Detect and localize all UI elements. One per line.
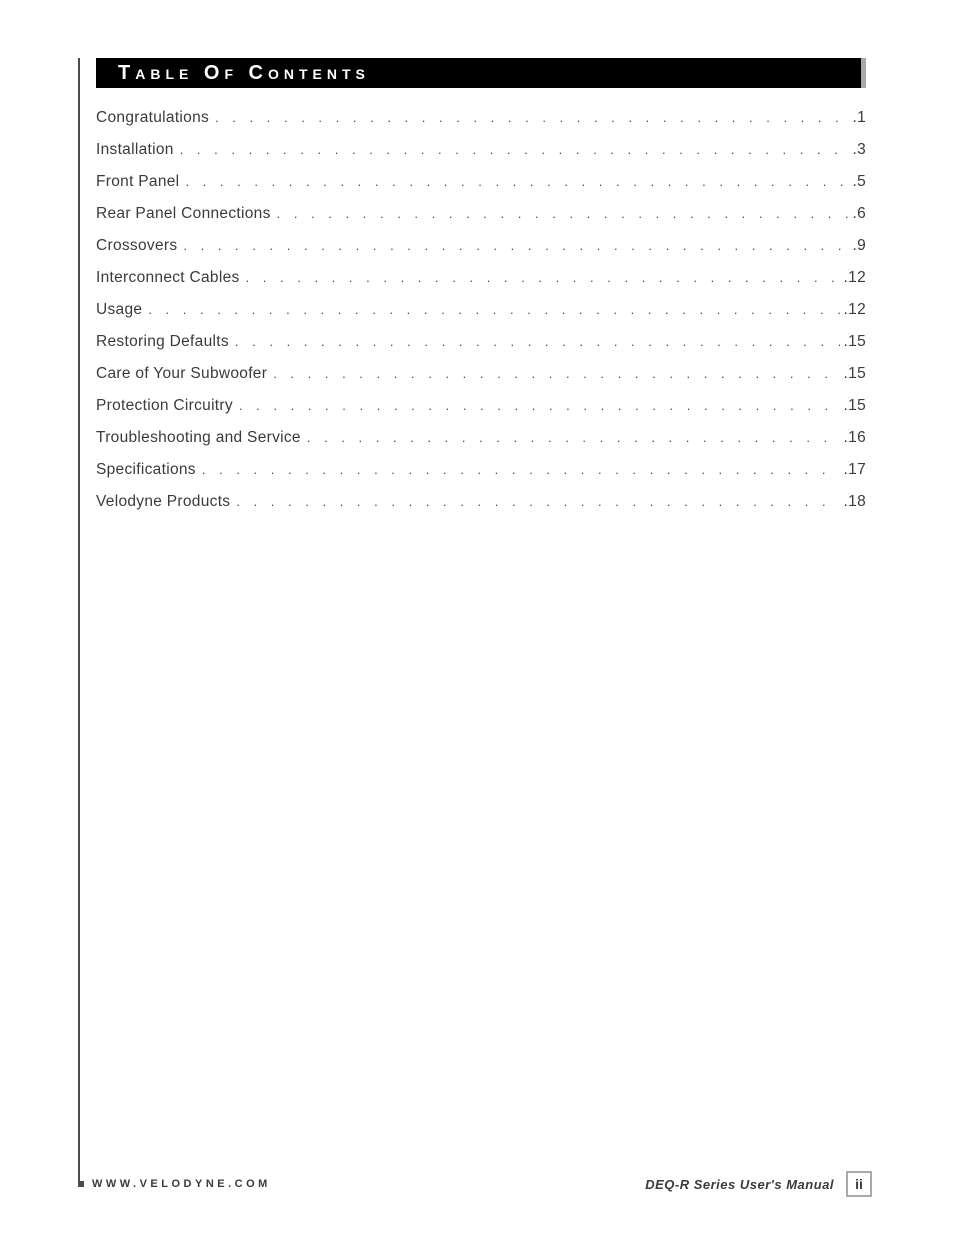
toc-leader-dots: . . . . . . . . . . . . . . . . . . . . … (246, 271, 840, 284)
toc-entry-page: .12 (840, 270, 866, 286)
toc-row: Front Panel. . . . . . . . . . . . . . .… (96, 174, 866, 190)
footer-manual-title: DEQ-R Series User's Manual (645, 1177, 834, 1192)
toc-row: Protection Circuitry. . . . . . . . . . … (96, 398, 866, 414)
toc-entry-page: .17 (840, 462, 866, 478)
toc-header-title: Table of Contents (118, 62, 370, 85)
toc-entry-label: Crossovers (96, 238, 183, 254)
toc-row: Rear Panel Connections. . . . . . . . . … (96, 206, 866, 222)
toc-entry-label: Specifications (96, 462, 202, 478)
toc-leader-dots: . . . . . . . . . . . . . . . . . . . . … (277, 207, 849, 220)
page-number-badge: ii (846, 1171, 872, 1197)
toc-entry-label: Installation (96, 142, 180, 158)
toc-list: Congratulations. . . . . . . . . . . . .… (96, 110, 866, 510)
toc-entry-label: Usage (96, 302, 148, 318)
toc-row: Care of Your Subwoofer. . . . . . . . . … (96, 366, 866, 382)
toc-entry-label: Care of Your Subwoofer (96, 366, 273, 382)
toc-entry-page: .1 (848, 110, 866, 126)
toc-row: Installation. . . . . . . . . . . . . . … (96, 142, 866, 158)
toc-entry-label: Troubleshooting and Service (96, 430, 307, 446)
footer-right: DEQ-R Series User's Manual ii (645, 1171, 872, 1197)
toc-entry-page: .15 (840, 366, 866, 382)
toc-row: Crossovers. . . . . . . . . . . . . . . … (96, 238, 866, 254)
footer-url: WWW.VELODYNE.COM (92, 1178, 271, 1190)
page-footer: WWW.VELODYNE.COM DEQ-R Series User's Man… (78, 1171, 872, 1197)
toc-header-bar: Table of Contents (96, 58, 866, 88)
toc-entry-page: .15 (840, 398, 866, 414)
toc-entry-label: Velodyne Products (96, 494, 236, 510)
toc-leader-dots: . . . . . . . . . . . . . . . . . . . . … (235, 335, 840, 348)
toc-entry-page: .9 (848, 238, 866, 254)
toc-row: Restoring Defaults. . . . . . . . . . . … (96, 334, 866, 350)
toc-entry-label: Interconnect Cables (96, 270, 246, 286)
toc-row: Interconnect Cables. . . . . . . . . . .… (96, 270, 866, 286)
toc-leader-dots: . . . . . . . . . . . . . . . . . . . . … (148, 303, 839, 316)
toc-row: Usage. . . . . . . . . . . . . . . . . .… (96, 302, 866, 318)
toc-entry-page: .12 (840, 302, 866, 318)
left-vertical-rule (78, 58, 80, 1186)
toc-leader-dots: . . . . . . . . . . . . . . . . . . . . … (236, 495, 839, 508)
footer-left: WWW.VELODYNE.COM (78, 1178, 271, 1190)
toc-row: Congratulations. . . . . . . . . . . . .… (96, 110, 866, 126)
toc-entry-label: Protection Circuitry (96, 398, 239, 414)
toc-row: Specifications. . . . . . . . . . . . . … (96, 462, 866, 478)
toc-row: Troubleshooting and Service. . . . . . .… (96, 430, 866, 446)
toc-entry-label: Rear Panel Connections (96, 206, 277, 222)
toc-entry-label: Restoring Defaults (96, 334, 235, 350)
toc-entry-page: .5 (848, 174, 866, 190)
toc-leader-dots: . . . . . . . . . . . . . . . . . . . . … (215, 111, 848, 124)
toc-entry-page: .6 (848, 206, 866, 222)
toc-leader-dots: . . . . . . . . . . . . . . . . . . . . … (185, 175, 848, 188)
toc-entry-label: Front Panel (96, 174, 185, 190)
document-page: Table of Contents Congratulations. . . .… (0, 0, 954, 1235)
toc-entry-page: .16 (840, 430, 866, 446)
toc-leader-dots: . . . . . . . . . . . . . . . . . . . . … (239, 399, 840, 412)
toc-entry-label: Congratulations (96, 110, 215, 126)
toc-entry-page: .18 (840, 494, 866, 510)
toc-leader-dots: . . . . . . . . . . . . . . . . . . . . … (180, 143, 849, 156)
toc-leader-dots: . . . . . . . . . . . . . . . . . . . . … (273, 367, 839, 380)
toc-entry-page: .15 (840, 334, 866, 350)
toc-leader-dots: . . . . . . . . . . . . . . . . . . . . … (307, 431, 840, 444)
toc-entry-page: .3 (848, 142, 866, 158)
toc-leader-dots: . . . . . . . . . . . . . . . . . . . . … (183, 239, 848, 252)
toc-leader-dots: . . . . . . . . . . . . . . . . . . . . … (202, 463, 840, 476)
page-number: ii (855, 1176, 863, 1192)
toc-row: Velodyne Products. . . . . . . . . . . .… (96, 494, 866, 510)
bullet-icon (78, 1181, 84, 1187)
